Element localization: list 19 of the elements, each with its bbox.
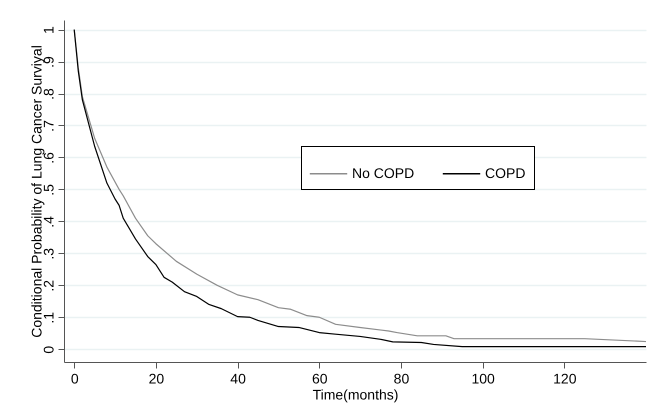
y-tick-label: .1 (40, 312, 56, 324)
y-tick-label: .8 (40, 88, 56, 100)
y-tick-label: .2 (40, 280, 56, 292)
y-tick-label: .5 (40, 184, 56, 196)
y-tick-label: .4 (40, 216, 56, 228)
y-tick-label: .7 (40, 120, 56, 132)
x-tick-label: 20 (148, 370, 164, 386)
x-tick-label: 60 (312, 370, 328, 386)
y-tick-label: 0 (40, 346, 56, 354)
x-tick-label: 120 (553, 370, 577, 386)
y-tick-label: 1 (40, 26, 56, 34)
x-tick-label: 100 (471, 370, 496, 386)
x-axis-title: Time(months) (312, 386, 398, 402)
legend-label: COPD (485, 164, 526, 181)
x-tick-label: 80 (394, 370, 410, 386)
x-tick-label: 0 (70, 370, 79, 386)
x-tick-label: 40 (230, 370, 246, 386)
legend-label: No COPD (352, 164, 414, 181)
y-tick-label: .3 (40, 248, 56, 260)
